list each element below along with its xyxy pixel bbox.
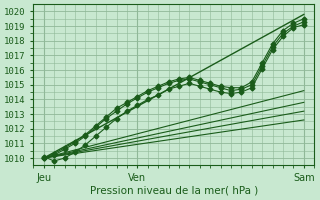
X-axis label: Pression niveau de la mer( hPa ): Pression niveau de la mer( hPa )	[90, 186, 258, 196]
